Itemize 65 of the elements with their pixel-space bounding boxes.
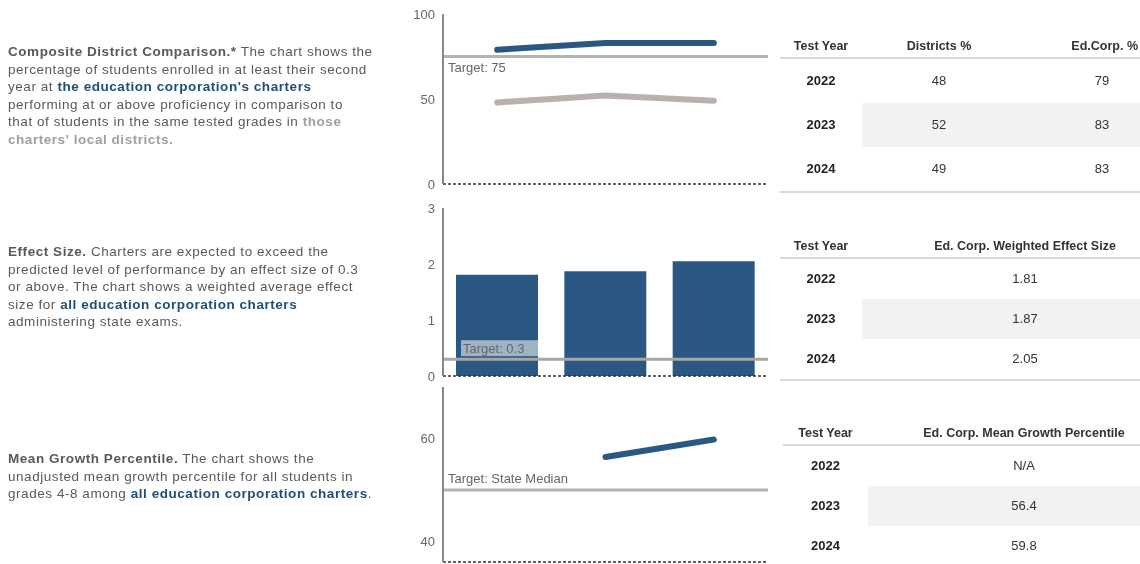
- y-axis-title: Test Year: [798, 426, 853, 440]
- text: all education corporation charters: [60, 296, 298, 312]
- text: administering state exams.: [8, 314, 183, 330]
- ref-line-label: Target: 0.3: [463, 340, 525, 356]
- text: Charters are expected to exceed the: [90, 244, 329, 259]
- y-tick-label: 2023: [811, 498, 840, 513]
- text: or above. The chart shows a weighted average effect: [8, 279, 353, 295]
- y-axis-title: Test Year: [793, 39, 849, 53]
- data-label: 56.4: [1011, 498, 1037, 513]
- text: .: [367, 486, 373, 502]
- data-label: 52: [931, 117, 947, 132]
- text: unadjusted mean growth percentile for all students in: [8, 468, 354, 484]
- y-tick-label: 2: [427, 256, 435, 272]
- data-label: 1.81: [1012, 271, 1038, 286]
- text: those: [302, 114, 342, 130]
- x-tick-label: Districts %: [906, 39, 972, 53]
- data-label: 49: [931, 161, 947, 176]
- text: that of students in the same tested grades in: [8, 114, 299, 130]
- text: the education corporation's charters: [57, 79, 312, 95]
- data-label: 48: [931, 73, 947, 88]
- text: all education corporation charters: [130, 486, 368, 502]
- text: The chart shows the: [182, 451, 315, 466]
- ref-line-label: Target: 75: [448, 60, 506, 75]
- text: Mean Growth Percentile.: [8, 451, 179, 466]
- text: grades 4-8 among: [8, 486, 127, 502]
- text: predicted level of performance by an effect size of 0.3: [8, 261, 359, 277]
- bar: [456, 274, 538, 376]
- bar: [564, 271, 647, 376]
- y-tick-label: 2024: [811, 538, 840, 553]
- y-tick-label: 50: [420, 91, 435, 107]
- y-tick-label: 0: [427, 176, 435, 192]
- y-tick-label: 40: [420, 534, 435, 550]
- data-label: 2.05: [1012, 351, 1038, 366]
- data-label: 83: [1094, 161, 1110, 176]
- y-tick-label: 60: [420, 431, 435, 447]
- data-label: 59.8: [1011, 538, 1037, 553]
- y-tick-label: 2024: [806, 161, 836, 176]
- y-tick-label: 2023: [806, 311, 836, 326]
- text: N/A: [1013, 458, 1035, 473]
- x-tick-label: Ed. Corp. Weighted Effect Size: [934, 239, 1116, 253]
- y-tick-label: 2023: [806, 117, 836, 132]
- text: Effect Size.: [8, 244, 87, 259]
- y-tick-label: 3: [427, 200, 435, 216]
- data-label: 83: [1094, 117, 1110, 132]
- bar: [672, 261, 755, 376]
- y-axis-title: Test Year: [793, 239, 849, 253]
- y-tick-label: 2022: [806, 73, 836, 88]
- data-label: 79: [1094, 73, 1110, 88]
- y-tick-label: 0: [427, 368, 435, 384]
- text: percentage of students enrolled in at least their second: [8, 61, 367, 77]
- y-tick-label: 100: [413, 6, 435, 22]
- text: Composite District Comparison.*: [8, 44, 237, 59]
- y-tick-label: 1: [427, 312, 435, 328]
- text: size for: [8, 296, 56, 312]
- ref-line-label: Target: State Median: [448, 471, 568, 487]
- x-tick-label: Ed. Corp. Mean Growth Percentile: [923, 426, 1125, 440]
- x-tick-label: Ed.Corp. %: [1071, 39, 1138, 53]
- y-tick-label: 2022: [806, 271, 836, 286]
- text: The chart shows the: [240, 44, 373, 59]
- text: performing at or above proficiency in comparison to: [8, 96, 343, 112]
- text: charters' local districts.: [8, 131, 174, 147]
- y-tick-label: 2022: [811, 458, 840, 473]
- y-tick-label: 2024: [806, 351, 836, 366]
- data-label: 1.87: [1012, 311, 1038, 326]
- text: year at: [8, 79, 54, 95]
